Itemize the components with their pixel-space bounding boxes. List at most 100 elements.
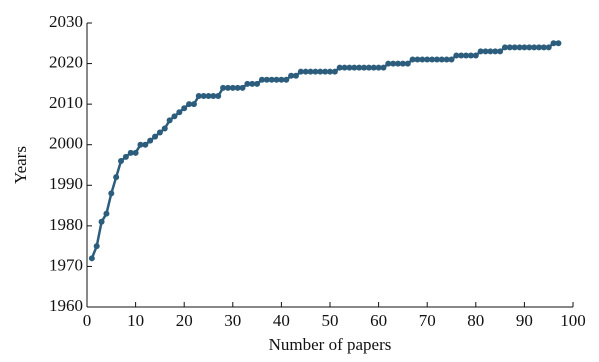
data-point [346, 64, 353, 71]
y-tick-label: 2010 [49, 93, 83, 112]
x-tick-label: 20 [176, 311, 193, 330]
x-tick-label: 90 [516, 311, 533, 330]
data-point [263, 76, 270, 83]
data-point [205, 93, 212, 100]
data-point [516, 44, 523, 51]
data-point [429, 56, 436, 63]
data-point [88, 255, 95, 262]
data-point [220, 84, 227, 91]
data-point [195, 93, 202, 100]
x-tick-label: 40 [273, 311, 290, 330]
data-point [156, 129, 163, 136]
data-point [365, 64, 372, 71]
y-tick-label: 1970 [49, 255, 83, 274]
data-point [229, 84, 236, 91]
data-point [239, 84, 246, 91]
data-point [506, 44, 513, 51]
data-point [545, 44, 552, 51]
data-point [336, 64, 343, 71]
x-tick-label: 80 [467, 311, 484, 330]
data-point [93, 243, 100, 250]
data-point [292, 72, 299, 79]
data-point [327, 68, 333, 75]
data-point [521, 44, 528, 51]
x-tick-label: 30 [224, 311, 241, 330]
data-point [224, 84, 231, 91]
data-point [166, 117, 173, 124]
data-point [467, 52, 474, 59]
x-tick-label: 50 [322, 311, 339, 330]
data-point [249, 80, 256, 87]
data-point [152, 133, 159, 140]
data-point [433, 56, 440, 63]
data-point [341, 64, 348, 71]
y-tick-label: 1960 [49, 296, 83, 315]
data-point [482, 48, 489, 55]
data-point [302, 68, 309, 75]
data-point [132, 149, 139, 156]
data-point [331, 68, 338, 75]
data-point [472, 52, 479, 59]
data-point [98, 218, 105, 225]
data-point [171, 113, 178, 120]
data-point [268, 76, 275, 83]
data-point [497, 48, 504, 55]
data-point [297, 68, 304, 75]
y-tick-label: 1980 [49, 215, 83, 234]
data-point [463, 52, 470, 59]
data-point [127, 149, 134, 156]
y-tick-label: 2020 [49, 52, 83, 71]
data-point [487, 48, 494, 55]
data-point [108, 190, 115, 197]
x-tick-label: 10 [127, 311, 144, 330]
y-tick-label: 2030 [49, 12, 83, 31]
data-point [142, 141, 149, 148]
data-point [273, 76, 280, 83]
data-point [176, 109, 183, 116]
data-point [322, 68, 329, 75]
data-point [458, 52, 465, 59]
data-point [283, 76, 290, 83]
data-point [317, 68, 324, 75]
data-point [122, 153, 129, 160]
data-point [404, 60, 411, 67]
data-point [501, 44, 508, 51]
data-point [215, 93, 222, 100]
data-point [555, 40, 562, 47]
data-point [443, 56, 450, 63]
data-point [288, 72, 295, 79]
data-point [351, 64, 358, 71]
y-axis-label: Years [11, 146, 30, 184]
data-point [361, 64, 368, 71]
data-point [161, 125, 168, 132]
data-point [453, 52, 460, 59]
data-point [477, 48, 484, 55]
y-tick-label: 2000 [49, 134, 83, 153]
data-point [492, 48, 499, 55]
data-point [181, 105, 188, 112]
data-line [90, 42, 559, 259]
data-point [390, 60, 397, 67]
data-point [535, 44, 542, 51]
x-tick-label: 100 [560, 311, 586, 330]
x-tick-label: 0 [83, 311, 92, 330]
data-point [118, 157, 125, 164]
data-point [540, 44, 547, 51]
data-point [438, 56, 445, 63]
data-point [103, 210, 110, 217]
x-tick-label: 70 [419, 311, 436, 330]
data-point [370, 64, 377, 71]
data-point [375, 64, 382, 71]
data-point [531, 44, 538, 51]
data-point [399, 60, 406, 67]
data-point [550, 40, 557, 47]
data-point [258, 76, 265, 83]
x-tick-label: 60 [370, 311, 387, 330]
data-point [414, 56, 421, 63]
data-point [200, 93, 207, 100]
data-point [424, 56, 431, 63]
data-point [244, 80, 251, 87]
data-point [278, 76, 285, 83]
data-point [147, 137, 154, 144]
data-point [526, 44, 533, 51]
